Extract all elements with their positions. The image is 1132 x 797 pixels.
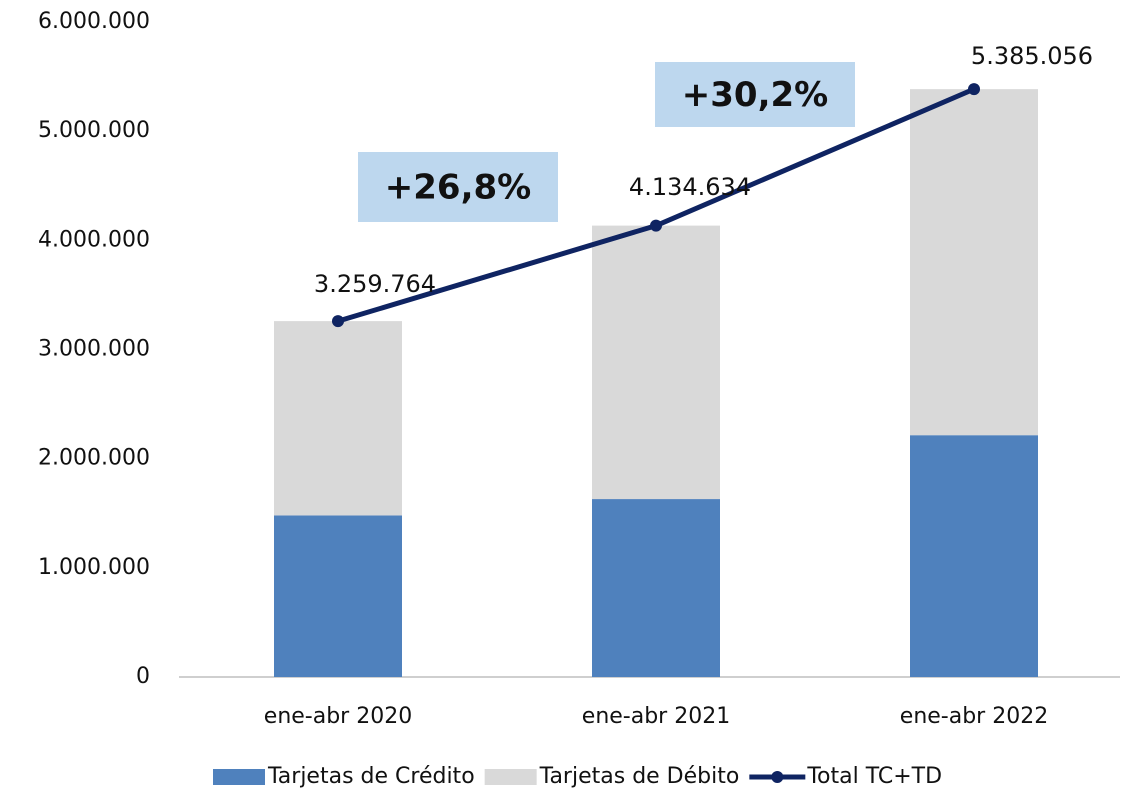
y-tick-label: 2.000.000 — [38, 446, 150, 471]
bar — [592, 225, 720, 500]
annotation: +26,8% — [385, 168, 531, 208]
bar — [910, 89, 1038, 436]
y-tick-label: 1.000.000 — [38, 555, 150, 580]
bar — [592, 499, 720, 677]
annotation-box — [358, 152, 558, 222]
legend-swatch — [484, 769, 537, 785]
y-tick-label: 3.000.000 — [38, 337, 150, 362]
data-label: 3.259.764 — [314, 270, 436, 298]
data-label: 5.385.056 — [971, 42, 1093, 70]
x-tick-label: ene-abr 2021 — [582, 704, 730, 729]
x-tick-label: ene-abr 2020 — [264, 704, 412, 729]
legend-label: Tarjetas de Crédito — [267, 764, 475, 789]
line-marker — [332, 315, 344, 328]
y-tick-label: 4.000.000 — [38, 227, 150, 252]
bar — [274, 321, 402, 516]
bar — [910, 435, 1038, 677]
y-tick-label: 5.000.000 — [38, 118, 150, 143]
data-label: 4.134.634 — [629, 173, 751, 201]
x-tick-label: ene-abr 2022 — [900, 704, 1048, 729]
annotation: +30,2% — [682, 75, 828, 115]
line-marker — [650, 219, 662, 232]
legend-label: Total TC+TD — [806, 764, 942, 789]
y-tick-label: 6.000.000 — [38, 9, 150, 34]
y-tick-label: 0 — [136, 664, 150, 689]
bar — [274, 515, 402, 677]
legend-label: Tarjetas de Débito — [539, 764, 740, 789]
legend-swatch — [771, 771, 784, 783]
line-marker — [968, 83, 980, 96]
legend-swatch — [213, 769, 265, 785]
annotation-box — [655, 62, 855, 127]
